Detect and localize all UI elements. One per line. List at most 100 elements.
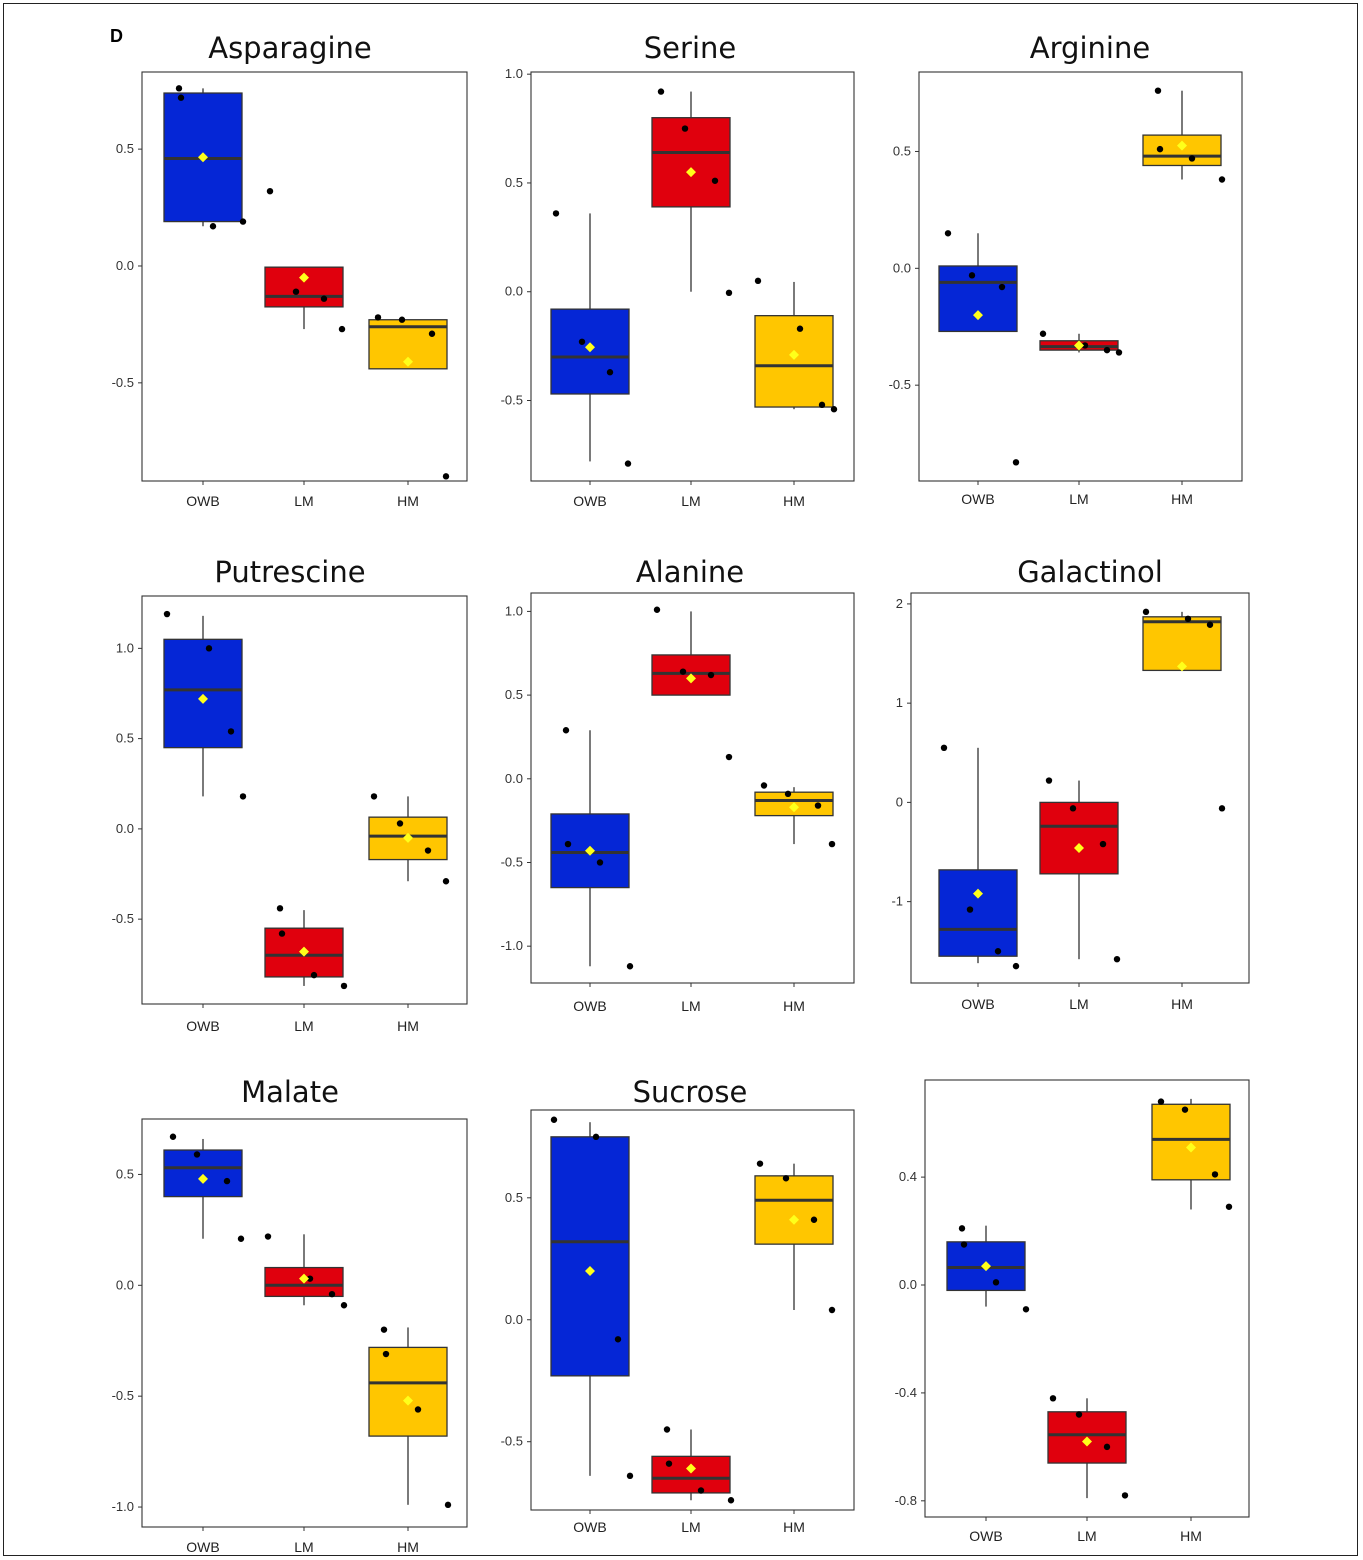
data-point — [175, 85, 183, 92]
x-tick-label: HM — [1171, 491, 1193, 507]
data-point — [310, 971, 318, 979]
data-point — [1045, 777, 1053, 784]
mean-marker — [403, 1395, 413, 1406]
data-point — [1039, 330, 1047, 337]
data-point — [818, 401, 826, 409]
data-point — [944, 230, 952, 237]
data-point — [828, 840, 836, 848]
mean-marker — [403, 356, 413, 367]
data-point — [278, 930, 286, 937]
data-point — [338, 325, 346, 333]
data-point — [442, 878, 450, 885]
y-tick-label: -1.0 — [112, 1499, 134, 1514]
x-tick-label: HM — [1180, 1528, 1202, 1544]
data-point — [614, 1336, 622, 1343]
y-tick-label: 0.5 — [116, 141, 134, 156]
x-tick-label: OWB — [186, 1539, 219, 1555]
data-point — [237, 1235, 245, 1242]
data-point — [340, 1302, 348, 1309]
x-tick-label: LM — [294, 1539, 313, 1555]
data-point — [306, 1275, 314, 1282]
y-tick-label: 0.5 — [505, 687, 523, 702]
data-point — [653, 606, 661, 613]
chart-title: Malate — [241, 1075, 339, 1109]
y-tick-label: -0.5 — [889, 377, 911, 392]
data-point — [960, 1241, 968, 1248]
y-tick-label: 1.0 — [116, 640, 134, 655]
data-point — [374, 314, 382, 321]
data-point — [380, 1326, 388, 1333]
data-point — [382, 1350, 390, 1358]
data-point — [707, 671, 715, 679]
iqr-box — [754, 315, 834, 408]
data-point — [552, 210, 560, 217]
data-point — [239, 218, 247, 225]
data-point — [657, 88, 665, 95]
mean-marker — [686, 673, 696, 684]
data-point — [370, 793, 378, 800]
data-point — [1156, 145, 1164, 153]
y-tick-label: 2 — [896, 596, 903, 611]
chart-title: Alanine — [636, 555, 744, 589]
data-point — [810, 1216, 818, 1223]
data-point — [828, 1306, 836, 1314]
x-tick-label: LM — [681, 998, 700, 1014]
data-point — [814, 802, 822, 809]
data-point — [624, 460, 632, 467]
data-point — [754, 277, 762, 285]
y-tick-label: 1.0 — [505, 603, 523, 618]
data-point — [340, 982, 348, 990]
data-point — [1218, 176, 1226, 183]
data-point — [266, 187, 274, 195]
data-point — [1211, 1171, 1219, 1178]
x-tick-label: OWB — [961, 491, 994, 507]
iqr-box — [368, 1346, 448, 1437]
y-tick-label: 0.0 — [116, 258, 134, 273]
box-hm — [368, 1327, 448, 1505]
y-tick-label: -0.5 — [112, 911, 134, 926]
data-point — [239, 793, 247, 800]
x-tick-label: LM — [681, 1519, 700, 1535]
data-point — [169, 1133, 177, 1140]
data-point — [994, 948, 1002, 955]
y-tick-label: -1 — [891, 894, 903, 909]
plot-frame — [530, 592, 855, 984]
iqr-box — [651, 1455, 731, 1494]
iqr-box — [1151, 1103, 1231, 1181]
data-point — [1113, 955, 1121, 963]
chart-serine: Serine -0.5 0.0 0.5 1.0 OWB LM HM — [501, 31, 855, 509]
y-tick-label: 1 — [896, 695, 903, 710]
mean-marker — [973, 310, 983, 321]
data-point — [205, 645, 213, 652]
data-point — [328, 1290, 336, 1298]
x-tick-label: HM — [397, 1539, 419, 1555]
data-point — [177, 94, 185, 101]
y-tick-label: -0.5 — [501, 854, 523, 869]
y-tick-label: 0.0 — [505, 771, 523, 786]
y-tick-label: 0.0 — [505, 1312, 523, 1327]
data-point — [223, 1177, 231, 1185]
y-tick-label: -0.4 — [895, 1385, 917, 1400]
mean-marker — [789, 1214, 799, 1225]
figure-frame — [3, 3, 1358, 1556]
chart-arginine: Arginine -0.5 0.0 0.5 OWB LM HM — [889, 31, 1243, 507]
data-point — [1184, 615, 1192, 623]
x-tick-label: OWB — [573, 1519, 606, 1535]
data-point — [1012, 459, 1020, 466]
box-owb — [550, 1122, 630, 1476]
x-tick-label: LM — [1077, 1528, 1096, 1544]
data-point — [1075, 1411, 1083, 1418]
chart-asparagine: Asparagine -0.5 0.0 0.5 OWB LM HM — [112, 31, 468, 509]
data-point — [1115, 349, 1123, 356]
data-point — [424, 847, 432, 854]
y-tick-label: -0.5 — [112, 1388, 134, 1403]
mean-marker — [198, 693, 208, 704]
data-point — [681, 125, 689, 132]
iqr-box — [938, 869, 1018, 957]
chart-putrescine: Putrescine -0.5 0.0 0.5 1.0 OWB LM HM — [112, 555, 468, 1034]
data-point — [1103, 346, 1111, 354]
mean-marker — [198, 152, 208, 163]
box-owb — [938, 233, 1018, 333]
y-tick-label: -0.5 — [501, 1434, 523, 1449]
box-hm — [1151, 1098, 1231, 1210]
